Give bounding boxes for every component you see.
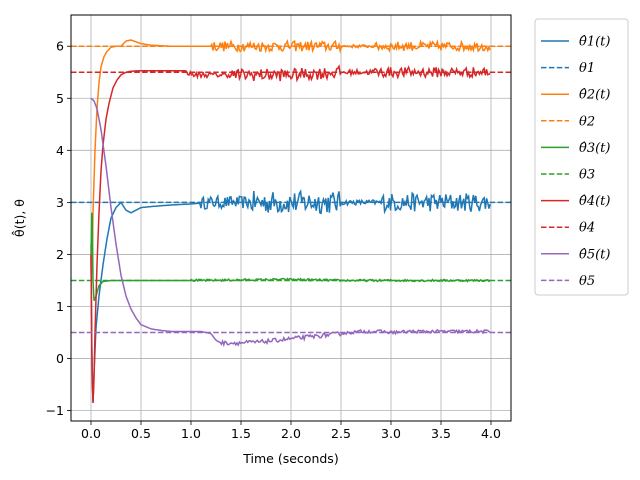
x-tick-label: 3.0 — [381, 426, 401, 441]
legend-label: θ3 — [579, 168, 595, 183]
legend-label: θ5 — [579, 274, 595, 289]
x-tick-label: 3.5 — [431, 426, 451, 441]
y-axis-label: θ̂(t), θ — [11, 199, 27, 237]
y-tick-label: 2 — [56, 247, 64, 262]
legend-label: θ4 — [579, 221, 595, 236]
plot-lines — [71, 38, 511, 403]
y-tick-label: 4 — [56, 143, 64, 158]
legend-label: θ̂4(t) — [579, 194, 610, 209]
y-tick-label: 0 — [56, 351, 64, 366]
legend-label: θ1 — [579, 61, 595, 76]
series-line-1 — [90, 189, 491, 403]
legend-label: θ̂5(t) — [579, 247, 610, 262]
y-tick-label: 3 — [56, 195, 64, 210]
x-axis-label: Time (seconds) — [242, 451, 338, 466]
x-tick-label: 0.5 — [131, 426, 151, 441]
legend-label: θ̂3(t) — [579, 141, 610, 156]
x-tick-label: 1.0 — [181, 426, 201, 441]
y-tick-label: 1 — [56, 299, 64, 314]
x-tick-label: 2.5 — [331, 426, 351, 441]
y-tick-label: 6 — [56, 39, 64, 54]
x-tick-label: 4.0 — [481, 426, 501, 441]
legend-label: θ̂1(t) — [579, 35, 610, 50]
legend: θ̂1(t) θ1 θ̂2(t) θ2 θ̂3(t) θ3 θ̂4(t) θ4 θ̂5(t) θ5 — [534, 18, 629, 296]
legend-label: θ2 — [579, 114, 595, 129]
legend-label: θ̂2(t) — [579, 88, 610, 103]
axis-ticks: 0.0 0.5 1.0 1.5 2.0 2.5 3.0 3.5 4.0 −1 0 1 2 3 4 5 6 — [46, 39, 501, 441]
x-tick-label: 1.5 — [231, 426, 251, 441]
legend-box — [534, 18, 629, 296]
series-line-7 — [90, 64, 491, 403]
x-tick-label: 0.0 — [81, 426, 101, 441]
x-tick-label: 2.0 — [281, 426, 301, 441]
y-tick-label: 5 — [56, 91, 64, 106]
y-tick-label: −1 — [46, 403, 64, 418]
